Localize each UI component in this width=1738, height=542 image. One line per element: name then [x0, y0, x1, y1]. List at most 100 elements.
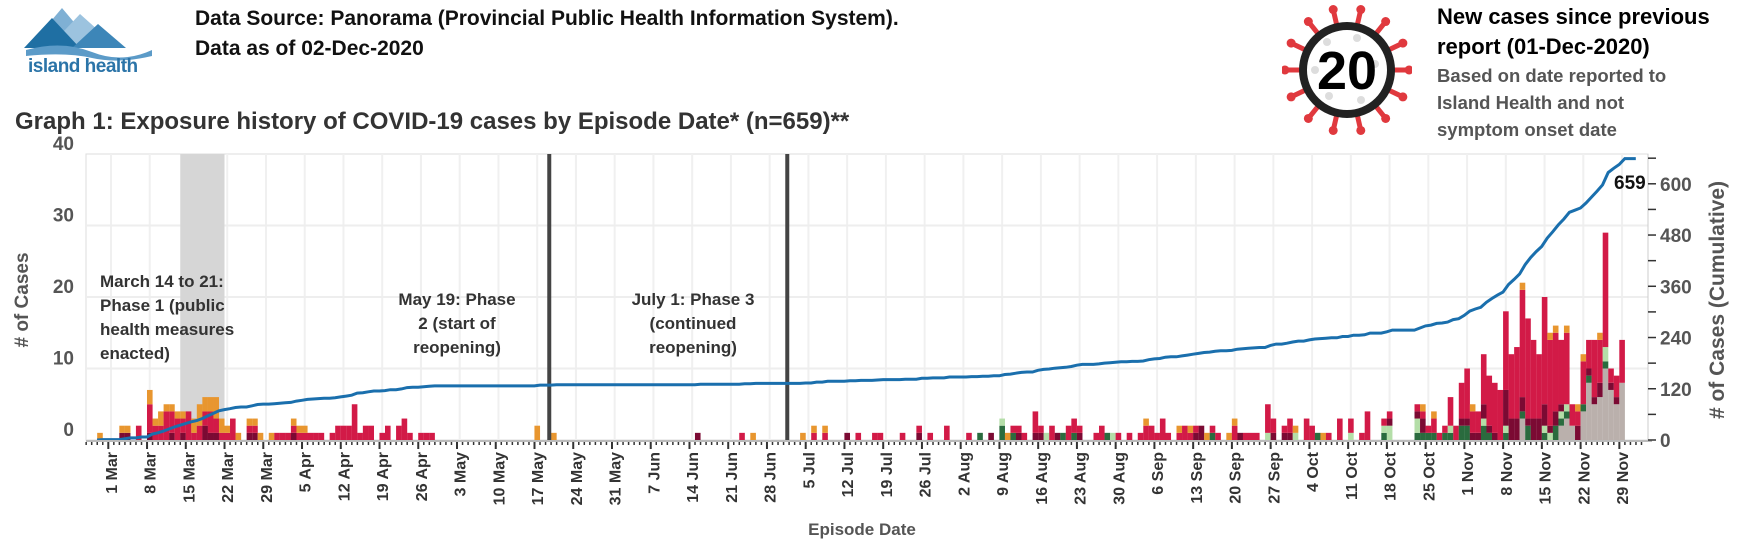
bar-segment [1198, 425, 1205, 440]
bar-segment [224, 425, 231, 433]
data-date-line: Data as of 02-Dec-2020 [195, 37, 424, 60]
new-cases-note-2: Island Health and not [1437, 92, 1625, 113]
bar-segment [1182, 425, 1188, 440]
bar-segment [1414, 418, 1421, 433]
bar-segment [218, 418, 225, 433]
bar-segment [1038, 425, 1044, 433]
bar-segment [1613, 397, 1620, 405]
annotation-text: reopening) [413, 338, 501, 357]
annotations: March 14 to 21: Phase 1 (public health mea… [100, 272, 754, 363]
x-tick-label: 10 May [491, 452, 508, 505]
bar-segment [396, 425, 402, 440]
bar-segment [1226, 432, 1232, 440]
bar-segment [1619, 339, 1625, 383]
bar-segment [1580, 354, 1587, 362]
bar-segment [1143, 418, 1149, 426]
bars [97, 232, 1625, 440]
x-tick-label: 4 Oct [1305, 451, 1322, 492]
bar-segment [1580, 404, 1587, 412]
annotation-text: Phase 1 (public [100, 296, 225, 315]
bar-segment [1364, 411, 1371, 440]
bar-segment [1558, 339, 1565, 405]
bar-segment [1492, 432, 1498, 440]
logo-text: island health [28, 56, 138, 77]
x-tick-label: 25 Oct [1421, 451, 1438, 501]
x-tick-label: 1 Mar [104, 452, 121, 494]
bar-segment [1049, 425, 1055, 440]
x-tick-label: 8 Mar [143, 452, 160, 494]
x-tick-label: 6 Sep [1150, 452, 1167, 495]
bar-segment [252, 432, 258, 440]
bar-segment [274, 432, 280, 440]
bar-segment [1597, 339, 1603, 383]
bar-segment [1021, 432, 1028, 440]
bar-segment [1270, 432, 1277, 440]
new-cases-title-2: report (01-Dec-2020) [1437, 34, 1650, 59]
bar-segment [1464, 418, 1470, 426]
bar-segment [1563, 411, 1570, 419]
bar-segment [1530, 339, 1537, 419]
virus-spike-tip-icon [1404, 65, 1414, 75]
bar-segment [185, 411, 192, 440]
bar-segment [899, 432, 906, 440]
bar-segment [1569, 404, 1576, 426]
bar-segment [1320, 432, 1327, 440]
bar-segment [1552, 411, 1559, 426]
x-tick-label: 15 Nov [1538, 452, 1555, 505]
bar-segment [1032, 432, 1039, 440]
bar-segment [1381, 432, 1387, 440]
x-tick-label: 26 Apr [414, 452, 431, 501]
bar-segment [1519, 411, 1526, 419]
bar-segment [1602, 368, 1609, 440]
bar-segment [180, 411, 186, 419]
bar-segment [1004, 432, 1011, 440]
bar-segment [750, 432, 756, 440]
bar-segment [146, 389, 153, 405]
bar-segment [1558, 425, 1565, 440]
bar-segment [1071, 432, 1077, 440]
x-tick-label: 22 Mar [220, 452, 237, 503]
bar-segment [1558, 411, 1565, 419]
bar-segment [1503, 432, 1509, 440]
bar-segment [1503, 425, 1509, 433]
bar-segment [1541, 297, 1548, 405]
bar-segment [1575, 425, 1581, 440]
bar-segment [1591, 404, 1598, 440]
bar-segment [252, 418, 258, 426]
bar-segment [207, 432, 214, 440]
bar-segment [1563, 332, 1570, 405]
bar-segment [1541, 425, 1548, 433]
phase-lines [547, 154, 790, 440]
bar-segment [1480, 418, 1487, 426]
bar-segment [1563, 325, 1570, 333]
bar-segment [1575, 404, 1581, 412]
bar-segment [158, 411, 164, 426]
axes: 1 Mar 8 Mar 15 Mar 22 Mar 29 Mar 5 Apr 12 Apr 1… [53, 134, 1692, 505]
bar-segment [1619, 382, 1625, 440]
bar-segment [1458, 425, 1465, 440]
bar-segment [1519, 282, 1526, 290]
bar-segment [1176, 425, 1183, 433]
bar-segment [1547, 425, 1553, 433]
bar-segment [407, 432, 413, 440]
bar-segment [224, 432, 231, 440]
bar-segment [1469, 411, 1476, 433]
bar-segment [1447, 432, 1454, 440]
bar-segment [191, 418, 197, 433]
bar-segment [174, 418, 181, 440]
bar-segment [257, 432, 264, 440]
virus-spike-tip-icon [1398, 38, 1408, 48]
bar-segment [1076, 432, 1083, 440]
bar-segment [1193, 432, 1199, 440]
bar-segment [1110, 432, 1116, 440]
y-tick-label: 0 [63, 420, 74, 441]
bar-segment [213, 397, 220, 419]
bar-segment [346, 425, 352, 440]
bar-segment [207, 411, 214, 433]
annotation-text: health measures [100, 320, 234, 339]
bar-segment [534, 425, 541, 440]
annotation-text: reopening) [649, 338, 737, 357]
bar-segment [1337, 418, 1343, 440]
bar-segment [218, 432, 225, 440]
bar-segment [1464, 368, 1470, 419]
